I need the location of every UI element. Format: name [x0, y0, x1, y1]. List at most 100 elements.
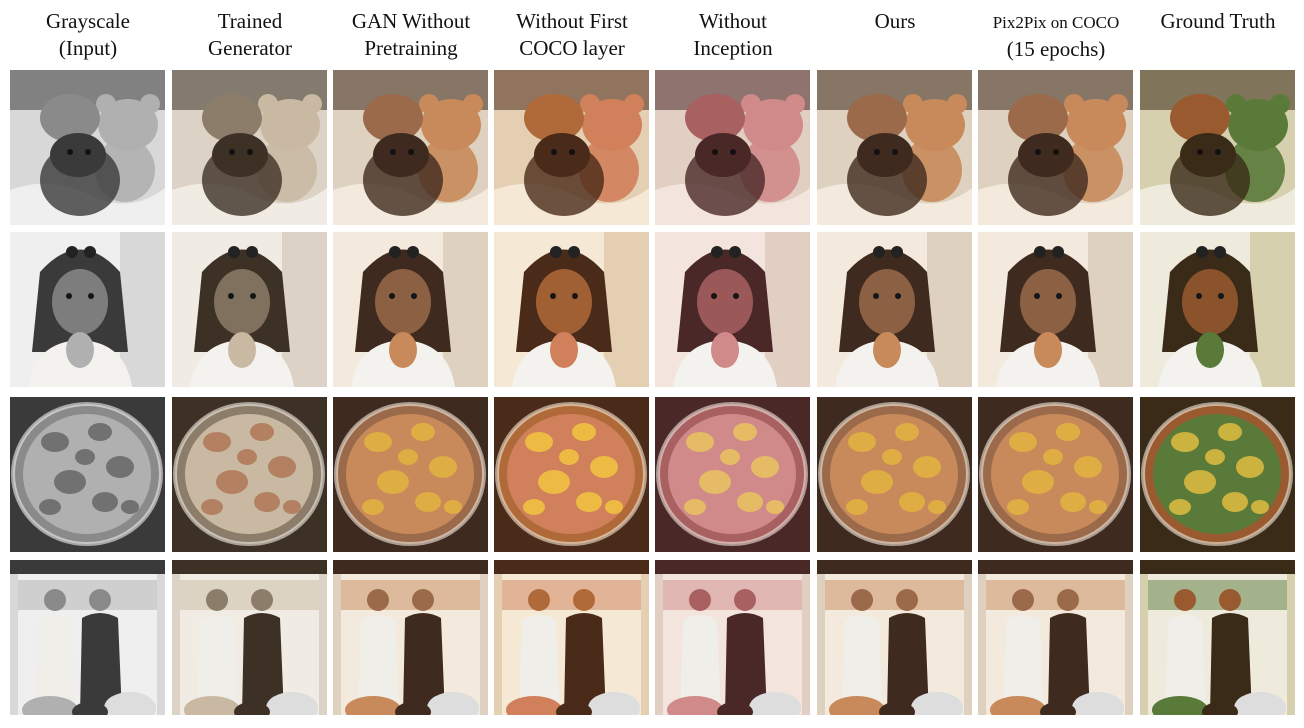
dark-bear-head: [1180, 133, 1236, 177]
man-right-coat: [725, 613, 767, 715]
post: [480, 574, 488, 715]
man-left-shirt: [1003, 615, 1044, 715]
dark-bear-head: [1018, 133, 1074, 177]
pizza-edge: [173, 402, 325, 546]
audience-head: [1072, 692, 1124, 715]
cheese-patch: [913, 456, 941, 478]
wall: [443, 232, 488, 387]
bear-eye: [730, 149, 736, 155]
result-image-pizza: [333, 397, 488, 552]
light-bear-head: [260, 99, 320, 151]
image-content: [10, 232, 165, 387]
column-header-line1: Pix2Pix on COCO: [992, 13, 1120, 32]
pizza-sauce: [668, 414, 796, 534]
cheese-patch: [92, 492, 118, 512]
audience-head: [1152, 696, 1208, 715]
image-content: [494, 232, 649, 387]
bear-eye: [67, 149, 73, 155]
cheese-patch: [1060, 492, 1086, 512]
cheese-patch: [751, 456, 779, 478]
image-content: [10, 560, 165, 715]
man-right-head: [1057, 589, 1079, 611]
column-header-line2: Pretraining: [364, 36, 458, 60]
audience-head: [104, 692, 156, 715]
light-bear-ear: [741, 94, 761, 114]
hair-clip: [568, 246, 580, 258]
image-content: [172, 232, 327, 387]
cheese-patch: [928, 500, 946, 514]
pizza-edge: [334, 402, 486, 546]
cheese-patch: [41, 432, 69, 452]
cheese-patch: [848, 432, 876, 452]
man-right-coat: [403, 613, 445, 715]
result-image-teddy-bears: [817, 70, 972, 225]
audience-head: [184, 696, 240, 715]
audience-head: [72, 702, 108, 715]
cheese-patch: [684, 499, 706, 515]
face: [375, 269, 431, 335]
result-image-girl-eating: [1140, 232, 1295, 387]
light-bear-ear: [785, 94, 805, 114]
pizza-sauce: [830, 414, 958, 534]
trees: [978, 580, 1133, 610]
column-header-line1: Ground Truth: [1160, 9, 1276, 33]
result-image-teddy-bears: [655, 70, 810, 225]
cheese-patch: [1089, 500, 1107, 514]
man-left-shirt: [1165, 615, 1206, 715]
man-right-head: [251, 589, 273, 611]
eye: [895, 293, 901, 299]
audience-head: [427, 692, 479, 715]
post: [10, 574, 18, 715]
dark-bear-head: [50, 133, 106, 177]
trees: [172, 580, 327, 610]
cheese-patch: [523, 499, 545, 515]
wall: [282, 232, 327, 387]
cheese-patch: [411, 423, 435, 441]
snack: [228, 332, 256, 368]
dark-bear-head: [857, 133, 913, 177]
cheese-patch: [572, 423, 596, 441]
result-image-outdoor-crowd: [655, 560, 810, 715]
light-bear-ear: [1226, 94, 1246, 114]
snack: [550, 332, 578, 368]
result-image-pizza: [978, 397, 1133, 552]
light-bear-ear: [624, 94, 644, 114]
light-bear-ear: [419, 94, 439, 114]
face: [1182, 269, 1238, 335]
image-content: [817, 232, 972, 387]
eye: [250, 293, 256, 299]
eye: [88, 293, 94, 299]
hair-clip: [1214, 246, 1226, 258]
pizza-edge: [11, 402, 163, 546]
image-content: [10, 70, 165, 225]
result-image-teddy-bears: [333, 70, 488, 225]
eye: [1056, 293, 1062, 299]
result-image-girl-eating: [172, 232, 327, 387]
post: [964, 574, 972, 715]
snack: [389, 332, 417, 368]
pizza-sauce: [346, 414, 474, 534]
eye: [1034, 293, 1040, 299]
light-bear-ear: [947, 94, 967, 114]
result-image-pizza: [817, 397, 972, 552]
image-content: [1140, 397, 1295, 552]
cheese-patch: [1222, 492, 1248, 512]
bear-eye: [1035, 149, 1041, 155]
pizza-sauce: [991, 414, 1119, 534]
result-image-pizza: [494, 397, 649, 552]
face: [536, 269, 592, 335]
hair-clip: [84, 246, 96, 258]
bear-eye: [247, 149, 253, 155]
light-bear-ear: [302, 94, 322, 114]
awning: [978, 560, 1133, 574]
post: [817, 574, 825, 715]
cheese-patch: [899, 492, 925, 512]
result-image-teddy-bears: [10, 70, 165, 225]
cheese-patch: [1009, 432, 1037, 452]
wall: [765, 232, 810, 387]
cheese-patch: [846, 499, 868, 515]
image-content: [333, 397, 488, 552]
hair-clip: [66, 246, 78, 258]
cheese-patch: [559, 449, 579, 465]
